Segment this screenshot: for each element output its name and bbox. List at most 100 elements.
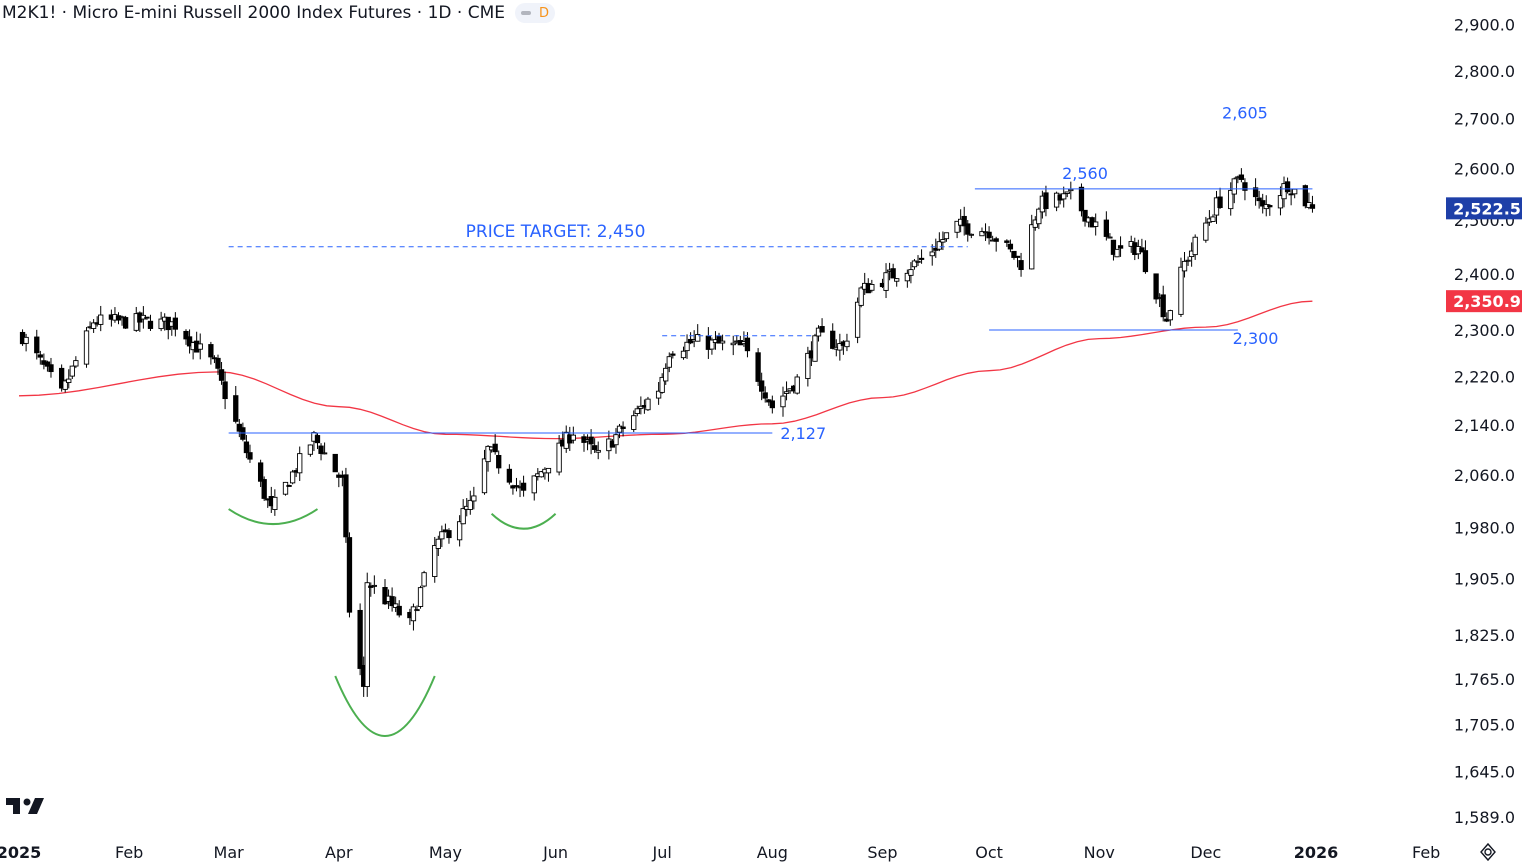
candle-body bbox=[90, 322, 97, 329]
candle-body bbox=[666, 356, 672, 368]
candle-body bbox=[58, 367, 65, 389]
candle-body bbox=[936, 241, 942, 250]
time-tick-label: Jul bbox=[652, 843, 672, 862]
candle-body bbox=[954, 220, 960, 233]
candle-body bbox=[965, 223, 971, 235]
candle-body bbox=[396, 605, 402, 616]
candle-body bbox=[1064, 191, 1070, 194]
candle-body bbox=[332, 453, 338, 473]
candle-body bbox=[432, 545, 438, 577]
candle-body bbox=[634, 408, 640, 415]
candle-body bbox=[218, 369, 225, 381]
neckline-label: 2,127 bbox=[780, 424, 826, 443]
price-tick-label: 2,900.0 bbox=[1454, 16, 1515, 35]
candle-body bbox=[1139, 247, 1145, 253]
candle-body bbox=[357, 609, 363, 669]
candle-body bbox=[1231, 178, 1237, 195]
peak-2605-label: 2,605 bbox=[1222, 104, 1268, 123]
candle-body bbox=[183, 330, 189, 340]
candle-body bbox=[631, 415, 637, 430]
candle-body bbox=[1167, 310, 1173, 321]
candle-body bbox=[1210, 216, 1216, 222]
candle-body bbox=[1153, 273, 1159, 300]
candle-body bbox=[1256, 197, 1262, 202]
pattern-arc-head bbox=[334, 675, 436, 737]
time-tick-label: Aug bbox=[757, 843, 788, 862]
candle-body bbox=[73, 360, 79, 367]
candle-body bbox=[371, 584, 377, 587]
candle-body bbox=[44, 361, 51, 367]
ma-price-badge-box bbox=[1446, 290, 1522, 313]
candle-body bbox=[314, 435, 321, 444]
symbol-title[interactable]: M2K1! · Micro E-mini Russell 2000 Index … bbox=[2, 3, 506, 23]
time-tick-label: Oct bbox=[975, 843, 1003, 862]
tradingview-logo-icon[interactable] bbox=[6, 796, 44, 820]
candle-body bbox=[1242, 182, 1248, 191]
candle-body bbox=[208, 344, 214, 358]
time-tick-label: Mar bbox=[214, 843, 245, 862]
candle-body bbox=[1185, 259, 1191, 262]
candle-body bbox=[762, 392, 768, 399]
settings-icon[interactable] bbox=[1478, 842, 1498, 866]
candle-body bbox=[993, 238, 999, 242]
candle-body bbox=[147, 320, 154, 329]
candle-body bbox=[915, 260, 921, 263]
candle-body bbox=[346, 537, 353, 613]
candle-body bbox=[1260, 200, 1266, 207]
candle-body bbox=[940, 239, 946, 243]
candle-body bbox=[1178, 266, 1184, 315]
candle-body bbox=[506, 468, 513, 483]
candle-body bbox=[1117, 245, 1124, 249]
candle-body bbox=[83, 330, 90, 365]
time-tick-label: Feb bbox=[115, 843, 143, 862]
candle-body bbox=[812, 335, 818, 362]
candle-body bbox=[410, 606, 417, 622]
candle-body bbox=[321, 452, 328, 455]
candle-body bbox=[883, 272, 889, 291]
last-price-badge: 2,522.5 bbox=[1453, 199, 1521, 218]
candle-body bbox=[485, 445, 491, 463]
candle-body bbox=[837, 343, 843, 351]
candle-body bbox=[1043, 192, 1049, 210]
candle-body bbox=[1238, 174, 1245, 180]
candle-body bbox=[414, 609, 420, 612]
candle-body bbox=[1011, 250, 1017, 258]
candle-body bbox=[1288, 193, 1294, 196]
candle-body bbox=[382, 587, 388, 605]
time-tick-label: Apr bbox=[325, 843, 353, 862]
price-tick-label: 2,300.0 bbox=[1454, 321, 1515, 340]
candle-body bbox=[1203, 222, 1209, 241]
price-tick-label: 2,400.0 bbox=[1454, 265, 1515, 284]
support-2300-label: 2,300 bbox=[1233, 329, 1279, 348]
candle-body bbox=[709, 339, 715, 350]
candle-body bbox=[1082, 209, 1088, 222]
candle-body bbox=[197, 343, 203, 350]
candle-body bbox=[869, 284, 875, 291]
candle-body bbox=[471, 495, 477, 502]
candle-body bbox=[545, 467, 552, 474]
candle-body bbox=[780, 395, 786, 408]
candle-body bbox=[1160, 294, 1166, 318]
price-axis[interactable]: 1,589.0 1,645.0 1,705.0 1,765.0 1,825.0 1,905… bbox=[1446, 16, 1522, 828]
interval-pill[interactable]: D bbox=[515, 3, 556, 23]
candle-body bbox=[496, 454, 502, 469]
last-price-badge-box bbox=[1446, 197, 1522, 220]
candle-body bbox=[446, 530, 452, 539]
candle-body bbox=[417, 587, 424, 607]
price-tick-label: 2,700.0 bbox=[1454, 110, 1515, 129]
candle-body bbox=[1284, 181, 1291, 193]
candle-body bbox=[986, 231, 992, 239]
price-tick-label: 1,645.0 bbox=[1454, 763, 1515, 782]
ma-price-badge: 2,350.9 bbox=[1453, 292, 1521, 311]
time-axis[interactable]: 2025 Feb Mar Apr May Jun Jul Aug Sep Oct Nov Dec 202… bbox=[0, 843, 1440, 862]
price-tick-label: 1,589.0 bbox=[1454, 808, 1515, 827]
candle-body bbox=[918, 257, 925, 260]
candle-body bbox=[1007, 243, 1014, 250]
candle-body bbox=[282, 481, 289, 495]
candle-body bbox=[1292, 188, 1298, 195]
candle-body bbox=[1103, 219, 1109, 237]
price-tick-label: 1,905.0 bbox=[1454, 569, 1515, 588]
candle-body bbox=[1078, 186, 1085, 212]
candle-body bbox=[1302, 185, 1308, 207]
